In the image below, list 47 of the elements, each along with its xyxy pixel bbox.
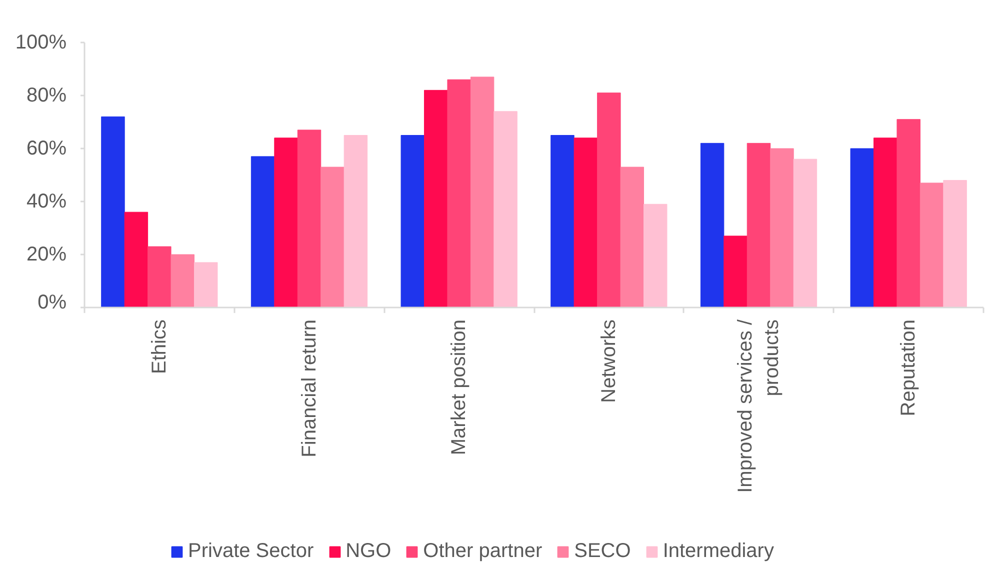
y-tick-label: 100% bbox=[15, 32, 67, 54]
bar bbox=[170, 254, 195, 308]
bar bbox=[943, 180, 967, 308]
bar bbox=[644, 204, 668, 308]
legend-label: NGO bbox=[346, 540, 392, 563]
bar bbox=[620, 166, 644, 308]
y-tick-label: 40% bbox=[26, 190, 67, 212]
x-tick-label: Networks bbox=[598, 319, 620, 403]
bar bbox=[424, 90, 448, 308]
bar bbox=[447, 79, 471, 308]
bar bbox=[850, 148, 874, 308]
x-tick-label: Reputation bbox=[898, 319, 920, 416]
bar bbox=[124, 212, 148, 308]
bar bbox=[320, 166, 344, 308]
bar bbox=[793, 158, 818, 308]
bar bbox=[574, 138, 598, 308]
bar bbox=[724, 236, 748, 308]
legend-label: SECO bbox=[574, 540, 631, 563]
bar bbox=[344, 135, 368, 308]
x-tick-label: Market position bbox=[448, 319, 470, 456]
bar bbox=[746, 142, 771, 308]
bar bbox=[920, 182, 944, 308]
legend-label: Intermediary bbox=[662, 540, 774, 563]
bar bbox=[873, 138, 898, 308]
legend-label: Other partner bbox=[423, 540, 542, 563]
y-tick-label: 0% bbox=[38, 292, 67, 314]
bar bbox=[250, 156, 275, 308]
bar bbox=[148, 246, 172, 308]
bar bbox=[494, 111, 518, 308]
bar bbox=[101, 116, 125, 308]
bar bbox=[400, 135, 424, 308]
bar bbox=[896, 119, 920, 308]
legend-label: Private Sector bbox=[188, 540, 314, 563]
bar bbox=[194, 262, 218, 308]
bar bbox=[297, 130, 322, 308]
bar bbox=[700, 142, 724, 308]
y-tick-label: 20% bbox=[26, 244, 67, 266]
bar bbox=[470, 76, 494, 308]
x-tick-label: Financial return bbox=[298, 320, 320, 458]
bar bbox=[550, 135, 574, 308]
y-tick-label: 80% bbox=[26, 84, 67, 106]
x-tick-label: Improved services / products bbox=[734, 319, 783, 493]
y-tick-label: 60% bbox=[26, 138, 67, 160]
bar bbox=[597, 92, 621, 308]
bar bbox=[770, 148, 794, 308]
bar bbox=[274, 138, 298, 308]
x-tick-label: Ethics bbox=[148, 319, 170, 374]
